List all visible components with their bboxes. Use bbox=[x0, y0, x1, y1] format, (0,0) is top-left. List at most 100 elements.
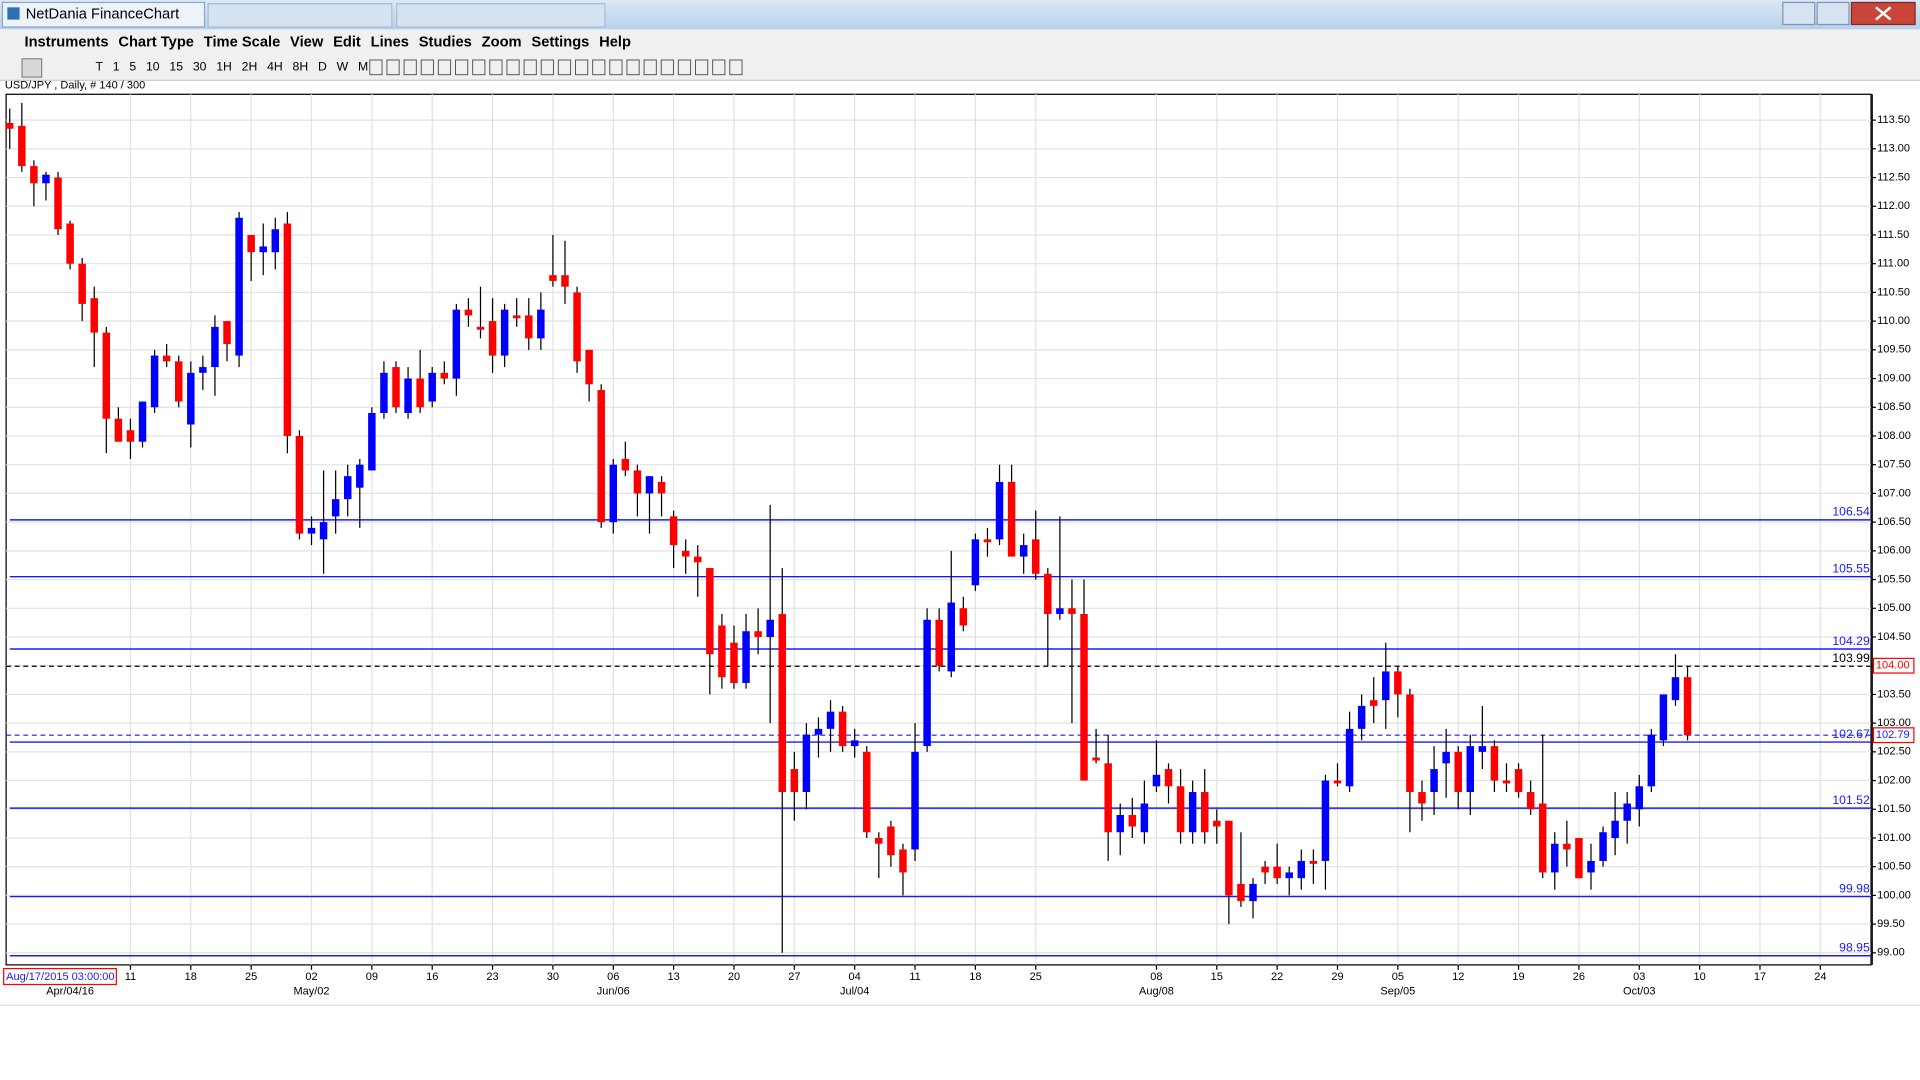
tool-icon[interactable] bbox=[557, 59, 572, 76]
y-tick-label: 108.00 bbox=[1877, 430, 1911, 442]
active-tab[interactable] bbox=[1, 1, 206, 28]
candle-body bbox=[247, 234, 255, 253]
x-tick-label: 03 bbox=[1633, 971, 1645, 983]
timeframe-button[interactable]: 4H bbox=[267, 60, 283, 74]
tool-icon[interactable] bbox=[489, 59, 503, 76]
tool-icon[interactable] bbox=[712, 59, 726, 76]
tool-icon[interactable] bbox=[729, 59, 743, 76]
y-tick-label: 110.50 bbox=[1877, 286, 1910, 298]
tool-icon[interactable] bbox=[472, 59, 486, 76]
y-tick-label: 104.50 bbox=[1877, 631, 1911, 643]
candle-body bbox=[1611, 820, 1619, 838]
bid-box-label: 102.79 bbox=[1876, 729, 1910, 741]
cursor-date-box bbox=[3, 967, 117, 986]
candle-body bbox=[162, 355, 171, 362]
timeframe-button[interactable]: W bbox=[337, 60, 349, 74]
timeframe-button[interactable]: M bbox=[358, 60, 368, 74]
y-tick-label: 105.50 bbox=[1877, 573, 1911, 585]
tool-icon[interactable] bbox=[609, 59, 623, 76]
x-tick-label: 20 bbox=[728, 971, 740, 983]
candle-body bbox=[1285, 872, 1293, 879]
candle-body bbox=[923, 619, 931, 747]
tool-icon[interactable] bbox=[523, 59, 537, 76]
timeframe-button[interactable]: 2H bbox=[242, 60, 258, 74]
close-line-label: 103.99 bbox=[1832, 651, 1870, 665]
y-tick-label: 101.50 bbox=[1877, 803, 1911, 815]
menu-item[interactable]: Zoom bbox=[482, 35, 522, 51]
menu-item[interactable]: Edit bbox=[333, 35, 361, 51]
menu-item[interactable]: View bbox=[290, 35, 324, 51]
timeframe-button[interactable]: 5 bbox=[129, 60, 136, 74]
timeframe-button[interactable]: 8H bbox=[293, 60, 309, 74]
candle-body bbox=[1273, 866, 1281, 879]
timeframe-button[interactable]: D bbox=[318, 60, 327, 74]
candle-body bbox=[561, 275, 569, 287]
candle-body bbox=[1563, 843, 1571, 850]
menu-item[interactable]: Help bbox=[599, 35, 631, 51]
tool-icon[interactable] bbox=[626, 59, 640, 76]
tool-icon[interactable] bbox=[437, 59, 452, 76]
line-label: 101.52 bbox=[1832, 793, 1870, 807]
menu-item[interactable]: Chart Type bbox=[118, 35, 194, 51]
candle-body bbox=[1659, 694, 1668, 741]
y-tick-label: 112.00 bbox=[1877, 200, 1910, 212]
candle-body bbox=[609, 464, 618, 523]
menu-item[interactable]: Time Scale bbox=[204, 35, 280, 51]
tool-icon[interactable] bbox=[386, 59, 400, 76]
tool-icon[interactable] bbox=[455, 59, 469, 76]
maximize-button[interactable] bbox=[1816, 1, 1850, 26]
tool-icon[interactable] bbox=[540, 59, 554, 76]
timeframe-button[interactable]: 30 bbox=[193, 60, 207, 74]
tool-icon[interactable] bbox=[677, 59, 692, 76]
candle-body bbox=[235, 217, 243, 356]
candle-body bbox=[295, 435, 304, 534]
candle-body bbox=[307, 527, 316, 534]
timeframe-button[interactable]: 15 bbox=[169, 60, 183, 74]
candle-body bbox=[1683, 677, 1692, 736]
menu-item[interactable]: Studies bbox=[419, 35, 472, 51]
tool-icon[interactable] bbox=[660, 59, 674, 76]
timeframe-button[interactable]: 10 bbox=[146, 60, 160, 74]
tool-button[interactable] bbox=[21, 58, 43, 78]
candle-body bbox=[1526, 792, 1535, 810]
x-tick-label: 22 bbox=[1271, 971, 1283, 983]
candle-body bbox=[814, 728, 823, 735]
tab[interactable] bbox=[207, 3, 393, 28]
menu-item[interactable]: Lines bbox=[371, 35, 409, 51]
tool-icon[interactable] bbox=[420, 59, 434, 76]
timeframe-button[interactable]: T bbox=[96, 60, 104, 74]
x-tick-label: 12 bbox=[1452, 971, 1464, 983]
y-tick-label: 108.50 bbox=[1877, 401, 1911, 413]
timeframe-button[interactable]: 1 bbox=[113, 60, 120, 74]
candle-body bbox=[863, 751, 871, 833]
timeframe-button[interactable]: 1H bbox=[216, 60, 232, 74]
candle-body bbox=[971, 539, 980, 586]
tool-icon[interactable] bbox=[695, 59, 709, 76]
x-tick-label: 17 bbox=[1754, 971, 1766, 983]
candle-body bbox=[6, 122, 14, 129]
menu-item[interactable]: Settings bbox=[531, 35, 589, 51]
candle-body bbox=[1164, 769, 1173, 787]
tab[interactable] bbox=[396, 3, 606, 28]
tool-icon[interactable] bbox=[592, 59, 606, 76]
y-tick-label: 103.50 bbox=[1877, 688, 1911, 700]
menu-item[interactable]: Instruments bbox=[24, 35, 108, 51]
candle-body bbox=[935, 619, 943, 666]
chart-info: USD/JPY , Daily, # 140 / 300 bbox=[5, 80, 145, 92]
candle-body bbox=[1623, 803, 1631, 821]
tool-icon[interactable] bbox=[369, 59, 383, 76]
tool-icon[interactable] bbox=[575, 59, 589, 76]
candle-body bbox=[1116, 815, 1124, 833]
tool-icon[interactable] bbox=[403, 59, 417, 76]
candle-body bbox=[1056, 608, 1064, 615]
candle-body bbox=[368, 413, 376, 471]
tool-icon[interactable] bbox=[643, 59, 657, 76]
minimize-button[interactable] bbox=[1782, 1, 1816, 26]
x-tick-label: 11 bbox=[909, 971, 920, 983]
tool-icon[interactable] bbox=[506, 59, 520, 76]
candle-body bbox=[633, 470, 642, 494]
candle-body bbox=[380, 372, 388, 414]
candle-body bbox=[959, 608, 968, 626]
candle-body bbox=[1502, 780, 1511, 784]
x-tick-label: 19 bbox=[1512, 971, 1524, 983]
